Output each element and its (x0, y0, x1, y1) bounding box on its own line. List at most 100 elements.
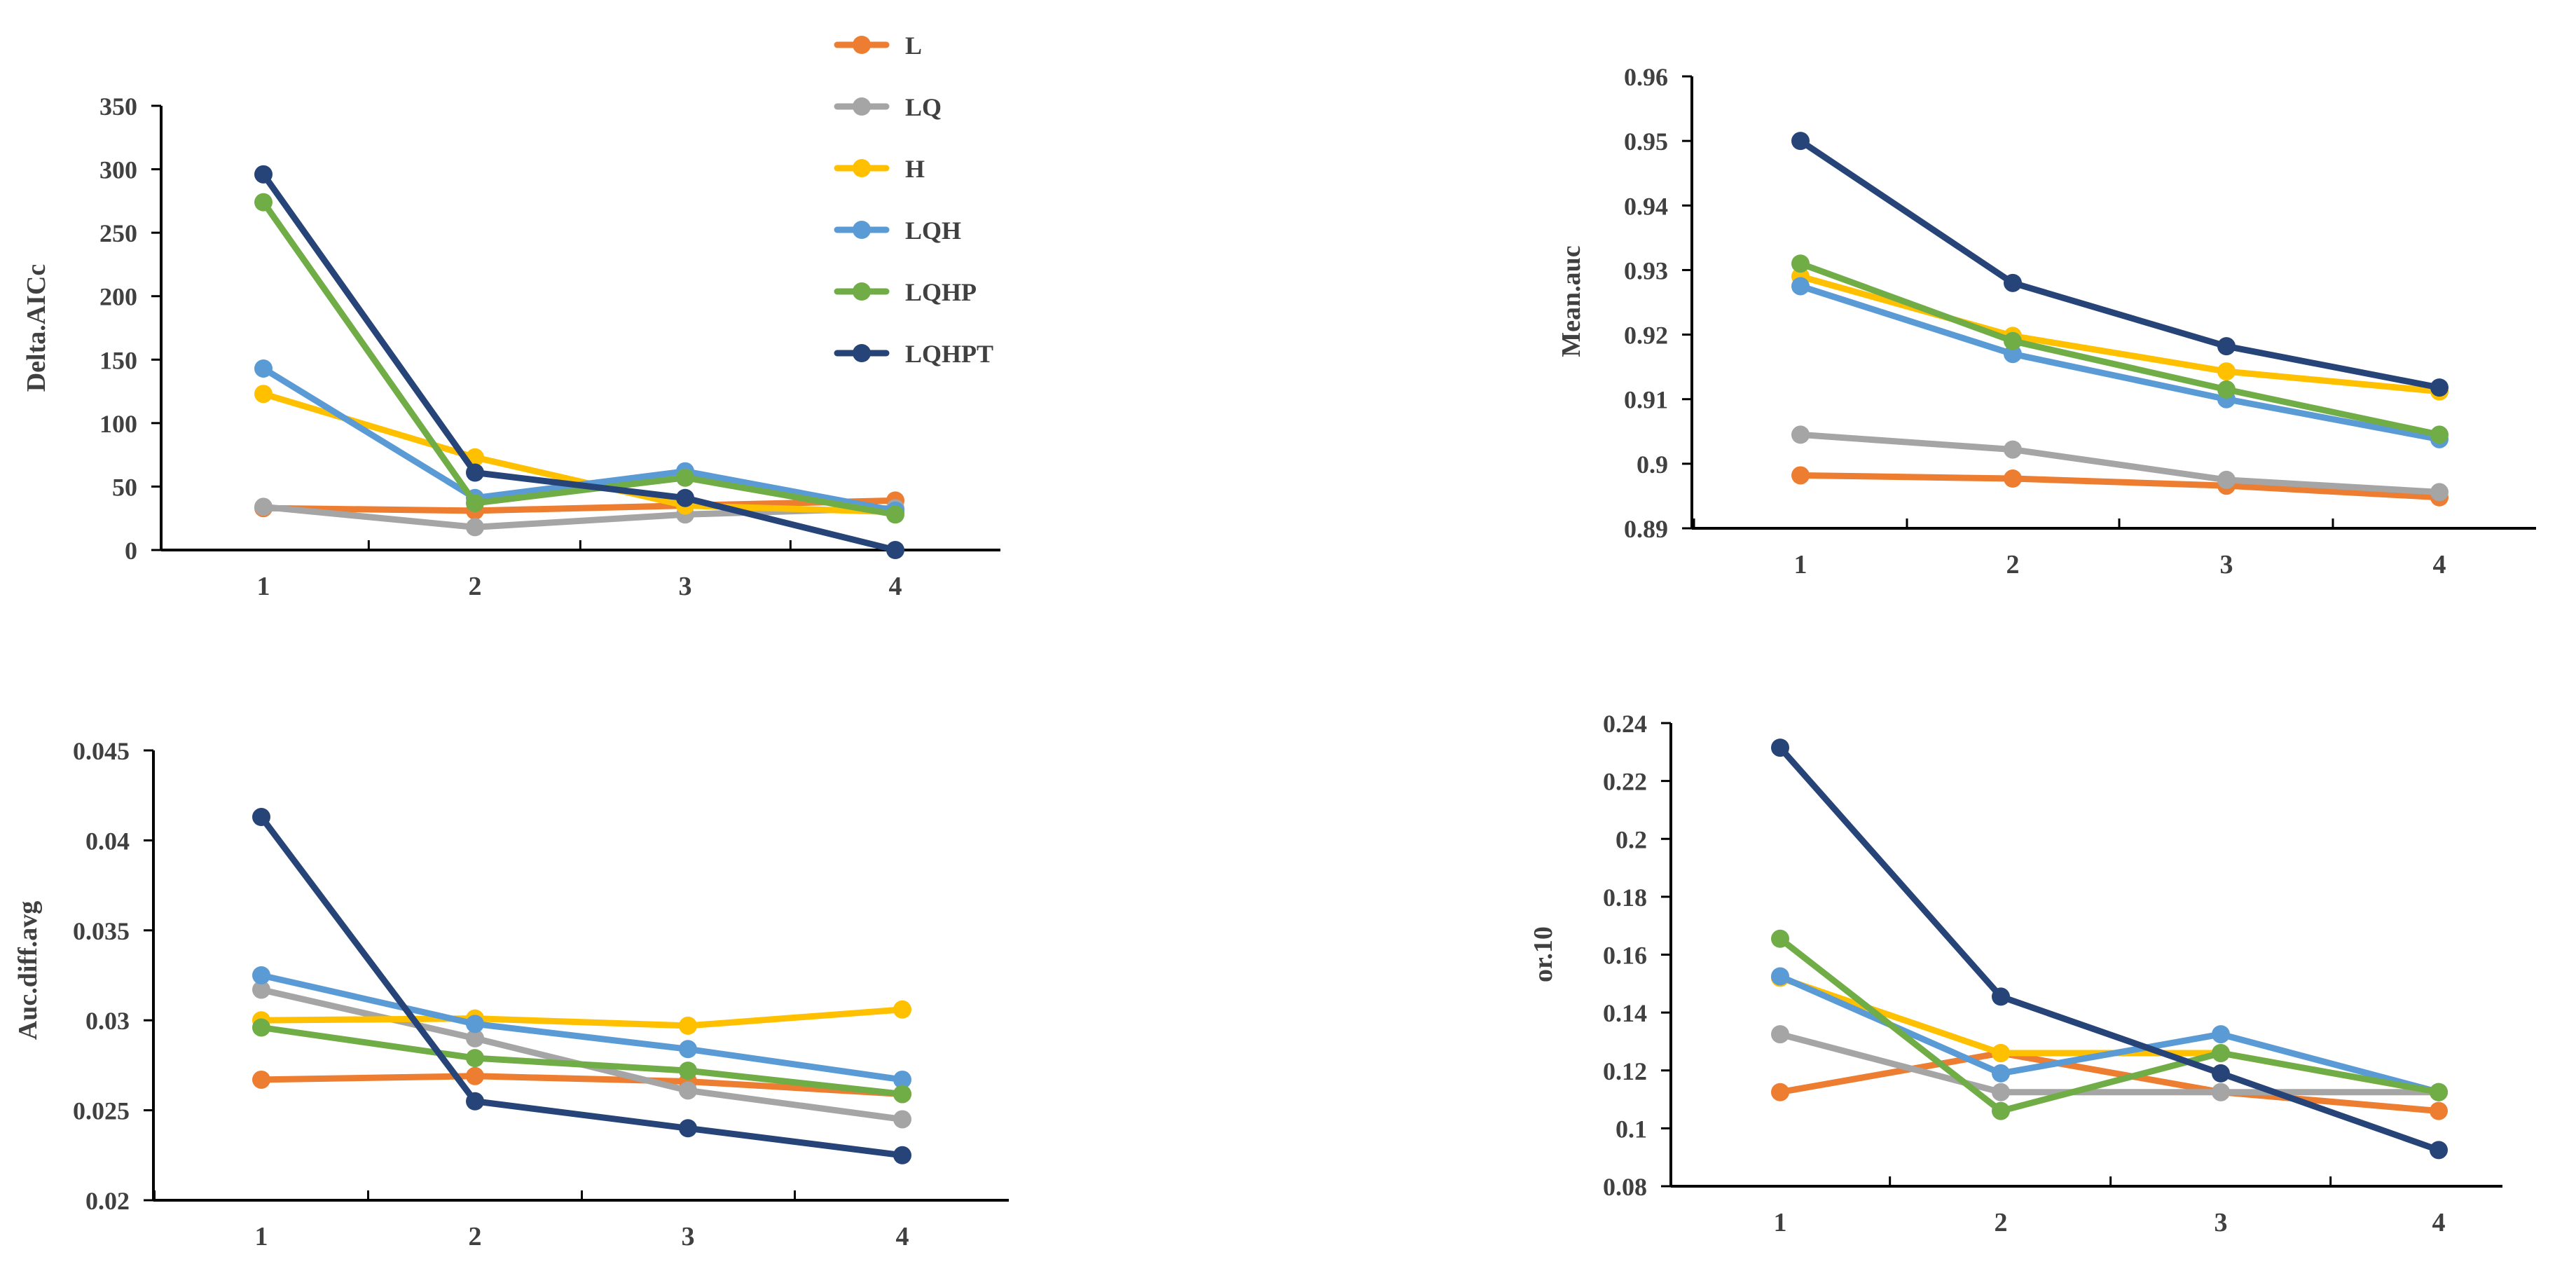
legend-swatch-marker (853, 36, 871, 54)
series-line (1797, 431, 2443, 495)
series-line (1777, 1050, 2442, 1115)
y-tick-label: 0.9 (1637, 451, 1668, 479)
x-tick-label: 2 (469, 572, 482, 601)
series-line (260, 199, 899, 518)
data-point (254, 497, 273, 516)
data-point (466, 1066, 484, 1085)
data-point (252, 808, 270, 827)
data-point (676, 468, 694, 487)
series-line (1797, 273, 2443, 395)
data-point (2217, 380, 2236, 399)
y-tick-label: 0.92 (1624, 322, 1668, 350)
data-point (466, 493, 484, 512)
x-tick-label: 3 (679, 572, 692, 601)
data-point (2430, 378, 2448, 397)
data-point (676, 488, 694, 507)
series-line (1777, 935, 2442, 1115)
y-tick-label: 200 (99, 283, 137, 311)
series-line (258, 972, 906, 1083)
data-point (2217, 337, 2236, 356)
data-point (679, 1119, 697, 1138)
x-tick-label: 3 (2215, 1208, 2228, 1237)
data-point (679, 1062, 697, 1080)
data-point (1791, 425, 1810, 444)
data-point (2212, 1083, 2230, 1101)
series-lq (252, 980, 911, 1129)
y-tick-label: 0.035 (73, 917, 130, 945)
data-point (679, 1081, 697, 1100)
series-lqhpt (252, 808, 911, 1165)
y-tick-label: 0.2 (1616, 825, 1647, 853)
series-lq (1791, 425, 2448, 502)
data-point (1992, 1064, 2010, 1083)
y-axis-label: Auc.diff.avg (13, 901, 43, 1040)
y-tick-label: 300 (99, 156, 137, 184)
data-point (893, 1146, 911, 1165)
data-point (252, 1018, 270, 1037)
x-tick-label: 3 (2220, 550, 2233, 579)
y-tick-label: 0.045 (73, 737, 130, 765)
data-point (1771, 1025, 1789, 1044)
y-tick-label: 250 (99, 219, 137, 247)
y-tick-label: 100 (99, 410, 137, 438)
x-tick-label: 3 (682, 1222, 695, 1251)
y-tick-label: 0.18 (1603, 884, 1647, 912)
data-point (2004, 345, 2022, 364)
data-point (1771, 739, 1789, 757)
data-point (2430, 1101, 2448, 1120)
series-line (258, 813, 906, 1159)
data-point (2212, 1043, 2230, 1062)
series-line (1797, 137, 2443, 391)
y-tick-label: 0.14 (1603, 999, 1647, 1027)
series-lqhpt (1791, 132, 2448, 397)
y-tick-label: 0.93 (1624, 256, 1668, 284)
data-point (254, 385, 273, 404)
series-line (258, 1024, 906, 1097)
y-tick-label: 0.22 (1603, 768, 1647, 796)
series-lqhp (1771, 929, 2448, 1120)
x-tick-label: 2 (2006, 550, 2020, 579)
data-point (893, 1070, 911, 1089)
y-axis-label: or.10 (1529, 926, 1558, 982)
series-line (1797, 472, 2443, 501)
y-tick-label: 0.12 (1603, 1057, 1647, 1085)
data-point (466, 1049, 484, 1068)
series-lqhpt (254, 165, 904, 559)
data-point (2430, 1141, 2448, 1160)
chart-2: 0.89 0.9 0.91 0.92 0.93 0.94 0.95 0.96 1 2 3 4 Mean.… (1557, 63, 2536, 579)
x-tick-label: 4 (889, 572, 902, 601)
legend-item: LQHP (834, 278, 977, 306)
data-point (893, 1110, 911, 1129)
data-point (252, 966, 270, 984)
series-line (1777, 744, 2442, 1153)
legend-item: LQH (834, 217, 961, 245)
y-tick-label: 0.89 (1624, 515, 1668, 543)
data-point (254, 193, 273, 212)
series-line (260, 497, 899, 514)
x-tick-label: 4 (2433, 550, 2446, 579)
y-tick-label: 0.91 (1624, 386, 1668, 414)
series-line (260, 171, 899, 554)
series-line (258, 987, 906, 1122)
data-point (1791, 277, 1810, 296)
y-tick-label: 150 (99, 346, 137, 374)
data-point (2217, 470, 2236, 489)
legend-swatch-marker (853, 221, 871, 239)
data-point (1992, 1043, 2010, 1062)
series-line (1797, 260, 2443, 438)
data-point (1791, 466, 1810, 485)
data-point (893, 1000, 911, 1019)
legend-label: LQHPT (905, 340, 993, 368)
data-point (1791, 132, 1810, 151)
y-axis-label: Mean.auc (1557, 245, 1586, 357)
x-tick-label: 1 (255, 1222, 268, 1251)
legend-swatch-marker (853, 159, 871, 177)
data-point (2004, 440, 2022, 459)
y-tick-label: 0.94 (1624, 192, 1668, 220)
data-point (1771, 929, 1789, 948)
legend-label: LQ (905, 93, 942, 121)
legend-swatch-marker (853, 344, 871, 362)
y-tick-label: 50 (112, 473, 137, 501)
